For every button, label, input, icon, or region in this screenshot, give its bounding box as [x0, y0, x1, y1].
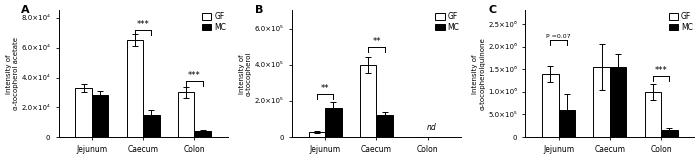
- Y-axis label: Intensity of
α-tocopherol acetate: Intensity of α-tocopherol acetate: [6, 37, 19, 110]
- Bar: [309, 132, 326, 137]
- Bar: [645, 92, 661, 137]
- Bar: [610, 67, 627, 137]
- Text: ***: ***: [188, 71, 201, 80]
- Text: nd: nd: [427, 123, 437, 132]
- Legend: GF, MC: GF, MC: [668, 11, 694, 32]
- Bar: [559, 110, 575, 137]
- Text: C: C: [488, 5, 496, 15]
- Bar: [92, 95, 108, 137]
- Bar: [143, 115, 160, 137]
- Bar: [195, 131, 211, 137]
- Y-axis label: Intensity of
α-tocopherolquinone: Intensity of α-tocopherolquinone: [473, 37, 485, 110]
- Bar: [360, 65, 377, 137]
- Bar: [542, 74, 559, 137]
- Y-axis label: Intensity of
α-tocopherol: Intensity of α-tocopherol: [239, 52, 252, 96]
- Text: P =0.07: P =0.07: [546, 34, 571, 39]
- Bar: [661, 130, 678, 137]
- Bar: [127, 40, 143, 137]
- Text: **: **: [372, 37, 381, 46]
- Text: ***: ***: [654, 66, 668, 75]
- Text: **: **: [321, 84, 330, 93]
- Bar: [326, 108, 342, 137]
- Bar: [594, 67, 610, 137]
- Bar: [76, 88, 92, 137]
- Text: B: B: [255, 5, 263, 15]
- Legend: GF, MC: GF, MC: [435, 11, 461, 32]
- Bar: [178, 92, 195, 137]
- Bar: [377, 115, 393, 137]
- Text: A: A: [21, 5, 30, 15]
- Legend: GF, MC: GF, MC: [202, 11, 227, 32]
- Text: ***: ***: [136, 20, 150, 29]
